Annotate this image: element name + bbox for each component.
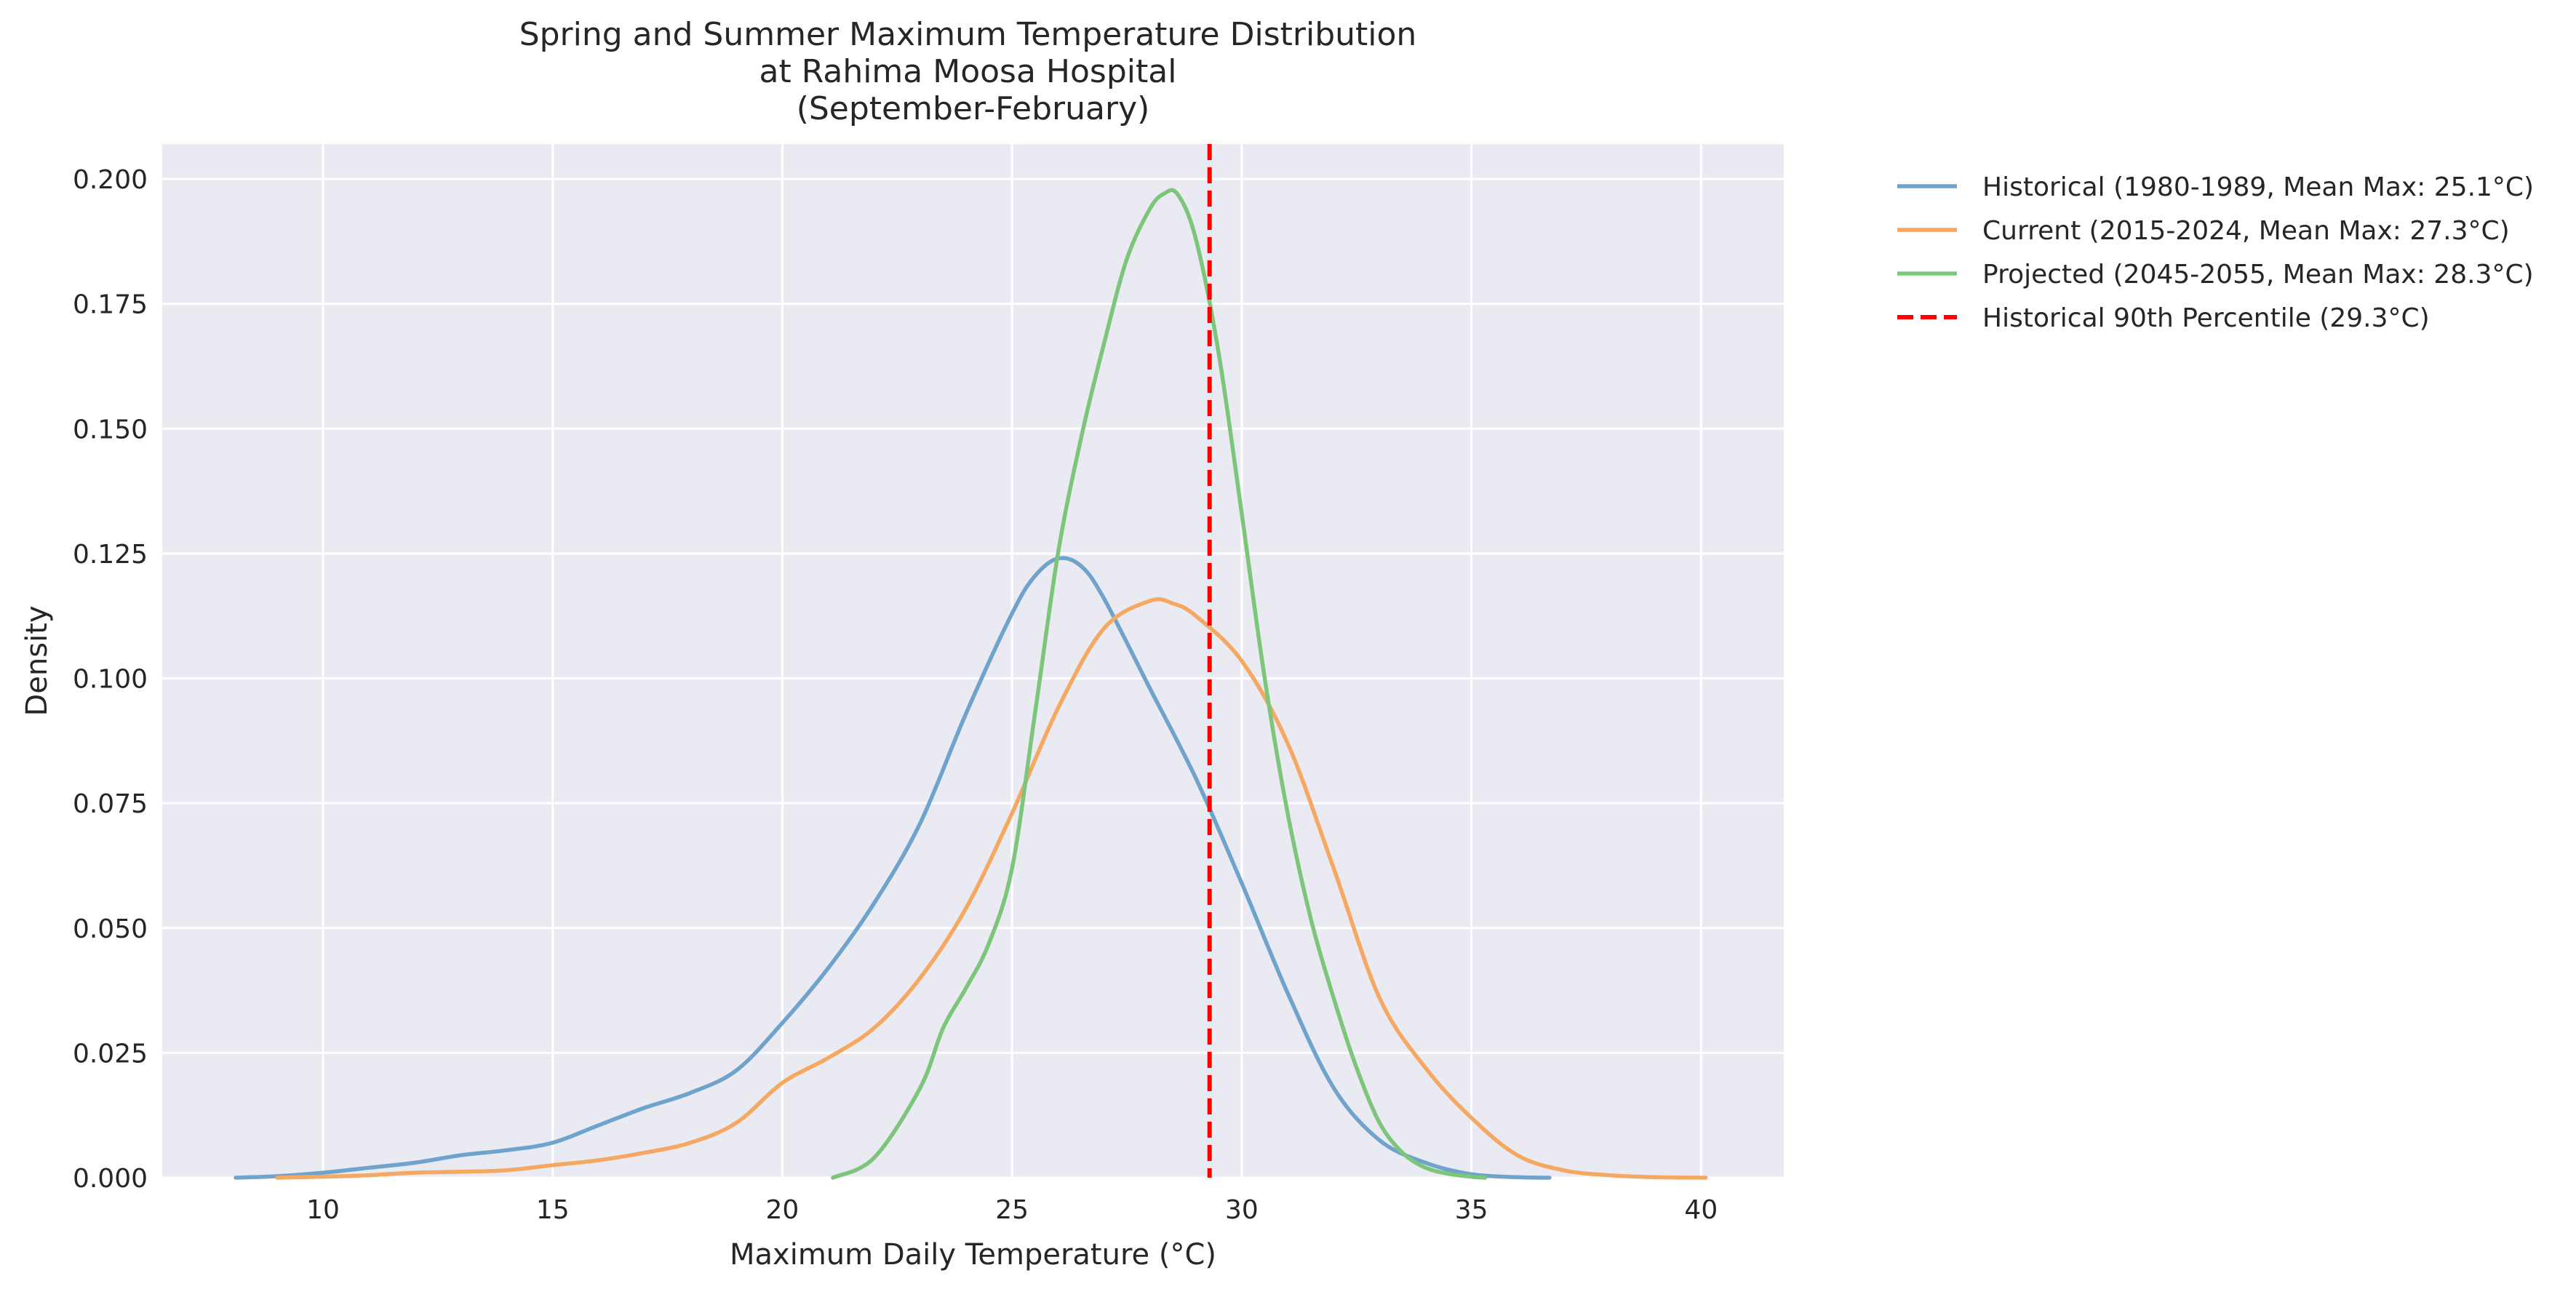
chart-title-line-1: Spring and Summer Maximum Temperature Di… — [519, 16, 1417, 53]
x-tick-label: 40 — [1684, 1195, 1718, 1225]
y-tick-label: 0.100 — [73, 665, 148, 695]
x-tick-label: 35 — [1455, 1195, 1488, 1225]
x-axis-ticks: 10 15 20 25 30 35 40 — [306, 1195, 1718, 1225]
series-group — [234, 188, 1708, 1180]
x-tick-label: 10 — [306, 1195, 340, 1225]
series-current-line — [275, 597, 1708, 1180]
x-tick-label: 15 — [536, 1195, 570, 1225]
y-tick-label: 0.175 — [73, 290, 148, 320]
y-tick-label: 0.025 — [73, 1039, 148, 1069]
y-tick-label: 0.125 — [73, 540, 148, 570]
chart-title-line-3: (September-February) — [797, 90, 1150, 127]
plot-area — [162, 144, 1784, 1178]
y-axis-label: Density — [20, 605, 54, 716]
x-tick-label: 20 — [766, 1195, 799, 1225]
x-tick-label: 30 — [1225, 1195, 1259, 1225]
x-axis-label: Maximum Daily Temperature (°C) — [730, 1238, 1216, 1272]
chart-title-line-2: at Rahima Moosa Hospital — [759, 53, 1177, 90]
legend-label-projected: Projected (2045-2055, Mean Max: 28.3°C) — [1982, 260, 2534, 290]
x-tick-label: 25 — [995, 1195, 1029, 1225]
y-tick-label: 0.050 — [73, 914, 148, 944]
legend-label-historical: Historical (1980-1989, Mean Max: 25.1°C) — [1982, 172, 2534, 202]
y-tick-label: 0.200 — [73, 165, 148, 195]
y-tick-label: 0.000 — [73, 1164, 148, 1194]
y-axis-ticks: 0.000 0.025 0.050 0.075 0.100 0.125 0.150 0.175… — [73, 165, 148, 1194]
series-historical-line — [234, 556, 1552, 1180]
y-tick-label: 0.150 — [73, 415, 148, 444]
legend-label-90th-percentile: Historical 90th Percentile (29.3°C) — [1982, 303, 2430, 333]
legend: Historical (1980-1989, Mean Max: 25.1°C)… — [1897, 172, 2534, 333]
y-tick-label: 0.075 — [73, 789, 148, 819]
chart-title: Spring and Summer Maximum Temperature Di… — [519, 16, 1427, 127]
legend-label-current: Current (2015-2024, Mean Max: 27.3°C) — [1982, 216, 2510, 246]
series-projected-line — [831, 188, 1488, 1180]
